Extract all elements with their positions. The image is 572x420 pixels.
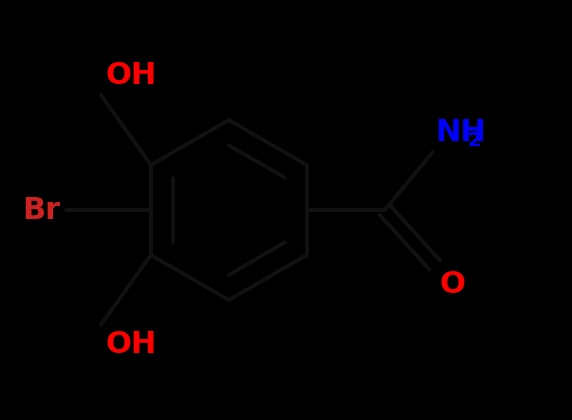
Text: NH: NH bbox=[436, 118, 487, 147]
Text: OH: OH bbox=[106, 330, 157, 359]
Text: Br: Br bbox=[23, 195, 61, 225]
Text: 2: 2 bbox=[468, 131, 482, 150]
Text: OH: OH bbox=[106, 61, 157, 90]
Text: O: O bbox=[440, 270, 466, 299]
